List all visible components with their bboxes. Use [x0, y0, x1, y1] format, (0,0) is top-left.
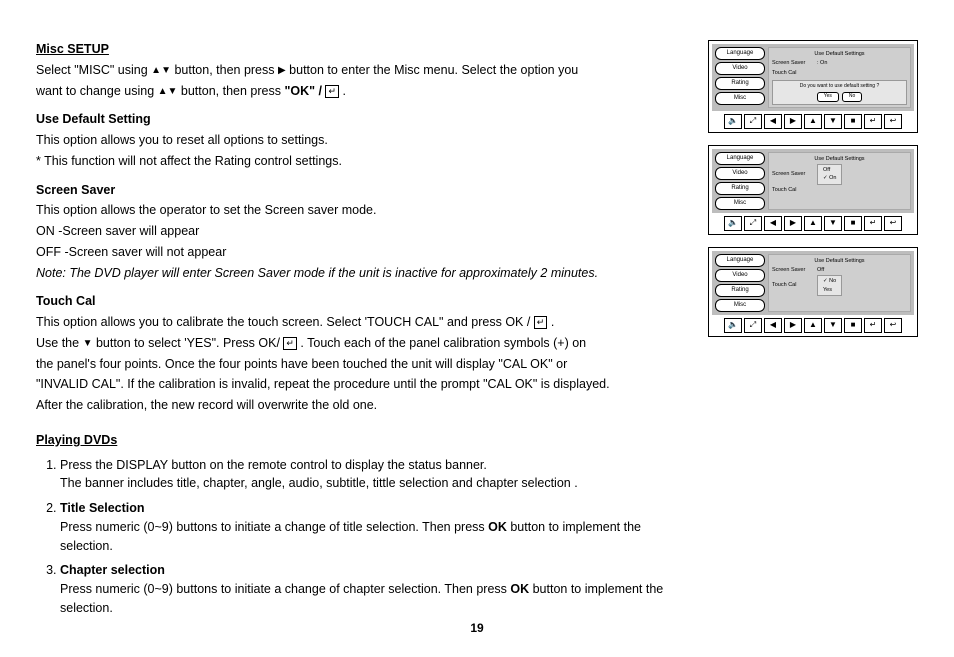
misc-intro-line1: Select "MISC" using ▲▼ button, then pres…	[36, 61, 696, 80]
up-icon[interactable]: ▲	[804, 114, 822, 129]
menu-btn[interactable]: Language	[715, 152, 765, 165]
use-default-p2: * This function will not affect the Rati…	[36, 152, 696, 171]
right-column: Language Video Rating Misc Use Default S…	[708, 40, 918, 624]
screensaver-p3: OFF -Screen saver will not appear	[36, 243, 696, 262]
touchcal-p4: "INVALID CAL". If the calibration is inv…	[36, 375, 696, 394]
enter-icon[interactable]: ↵	[864, 114, 882, 129]
playing-dvds-title: Playing DVDs	[36, 431, 696, 450]
use-default-p1: This option allows you to reset all opti…	[36, 131, 696, 150]
touchcal-title: Touch Cal	[36, 292, 696, 311]
expand-icon[interactable]: ⤢	[744, 114, 762, 129]
option-list: No Yes	[817, 275, 842, 296]
left-column: Misc SETUP Select "MISC" using ▲▼ button…	[36, 40, 696, 624]
down-icon[interactable]: ▼	[824, 216, 842, 231]
menu-column: Language Video Rating Misc	[715, 47, 765, 108]
right-icon[interactable]: ▶	[784, 318, 802, 333]
menu-btn[interactable]: Language	[715, 254, 765, 267]
menu-btn[interactable]: Rating	[715, 182, 765, 195]
menu-btn[interactable]: Misc	[715, 197, 765, 210]
stop-icon[interactable]: ■	[844, 318, 862, 333]
speaker-icon[interactable]: 🔈	[724, 114, 742, 129]
left-icon[interactable]: ◀	[764, 318, 782, 333]
right-icon[interactable]: ▶	[784, 216, 802, 231]
up-icon[interactable]: ▲	[804, 216, 822, 231]
speaker-icon[interactable]: 🔈	[724, 216, 742, 231]
menu-btn[interactable]: Language	[715, 47, 765, 60]
use-default-title: Use Default Setting	[36, 110, 696, 129]
content-panel: Use Default Settings Screen Saver: On To…	[768, 47, 911, 108]
touchcal-p2: Use the ▼ button to select 'YES". Press …	[36, 334, 696, 353]
menu-btn[interactable]: Rating	[715, 77, 765, 90]
down-icon[interactable]: ▼	[824, 114, 842, 129]
page-number: 19	[0, 619, 954, 637]
confirm-dialog: Do you want to use default setting ? Yes…	[772, 80, 907, 105]
misc-setup-title: Misc SETUP	[36, 40, 696, 59]
list-item: Title Selection Press numeric (0~9) butt…	[60, 499, 696, 555]
up-down-icon: ▲▼	[151, 63, 171, 78]
toolbar: 🔈 ⤢ ◀ ▶ ▲ ▼ ■ ↵ ↩	[712, 114, 914, 129]
menu-btn[interactable]: Rating	[715, 284, 765, 297]
menu-btn[interactable]: Misc	[715, 299, 765, 312]
enter-icon[interactable]: ↵	[864, 318, 882, 333]
return-icon[interactable]: ↩	[884, 318, 902, 333]
list-item: Chapter selection Press numeric (0~9) bu…	[60, 561, 696, 617]
menu-btn[interactable]: Video	[715, 167, 765, 180]
right-icon: ▶	[278, 63, 286, 78]
enter-icon[interactable]: ↵	[864, 216, 882, 231]
expand-icon[interactable]: ⤢	[744, 216, 762, 231]
menu-btn[interactable]: Video	[715, 62, 765, 75]
playing-list: Press the DISPLAY button on the remote c…	[60, 456, 696, 618]
up-icon[interactable]: ▲	[804, 318, 822, 333]
option-list: Off On	[817, 164, 842, 185]
touchcal-p5: After the calibration, the new record wi…	[36, 396, 696, 415]
enter-icon: ↵	[534, 316, 548, 329]
return-icon[interactable]: ↩	[884, 216, 902, 231]
screensaver-note: Note: The DVD player will enter Screen S…	[36, 264, 696, 283]
expand-icon[interactable]: ⤢	[744, 318, 762, 333]
setup-screen-screensaver: Language Video Rating Misc Use Default S…	[708, 145, 918, 235]
down-icon: ▼	[83, 336, 93, 351]
down-icon[interactable]: ▼	[824, 318, 842, 333]
enter-icon: ↵	[325, 85, 339, 98]
screensaver-title: Screen Saver	[36, 181, 696, 200]
return-icon[interactable]: ↩	[884, 114, 902, 129]
stop-icon[interactable]: ■	[844, 216, 862, 231]
menu-btn[interactable]: Misc	[715, 92, 765, 105]
misc-intro-line2: want to change using ▲▼ button, then pre…	[36, 82, 696, 101]
touchcal-p3: the panel's four points. Once the four p…	[36, 355, 696, 374]
menu-btn[interactable]: Video	[715, 269, 765, 282]
touchcal-p1: This option allows you to calibrate the …	[36, 313, 696, 332]
setup-screen-touchcal: Language Video Rating Misc Use Default S…	[708, 247, 918, 337]
list-item: Press the DISPLAY button on the remote c…	[60, 456, 696, 494]
left-icon[interactable]: ◀	[764, 216, 782, 231]
right-icon[interactable]: ▶	[784, 114, 802, 129]
stop-icon[interactable]: ■	[844, 114, 862, 129]
setup-screen-default: Language Video Rating Misc Use Default S…	[708, 40, 918, 133]
speaker-icon[interactable]: 🔈	[724, 318, 742, 333]
yes-button[interactable]: Yes	[817, 92, 839, 102]
up-down-icon: ▲▼	[158, 84, 178, 99]
enter-icon: ↵	[283, 337, 297, 350]
screensaver-p1: This option allows the operator to set t…	[36, 201, 696, 220]
no-button[interactable]: No	[842, 92, 862, 102]
screensaver-p2: ON -Screen saver will appear	[36, 222, 696, 241]
left-icon[interactable]: ◀	[764, 114, 782, 129]
